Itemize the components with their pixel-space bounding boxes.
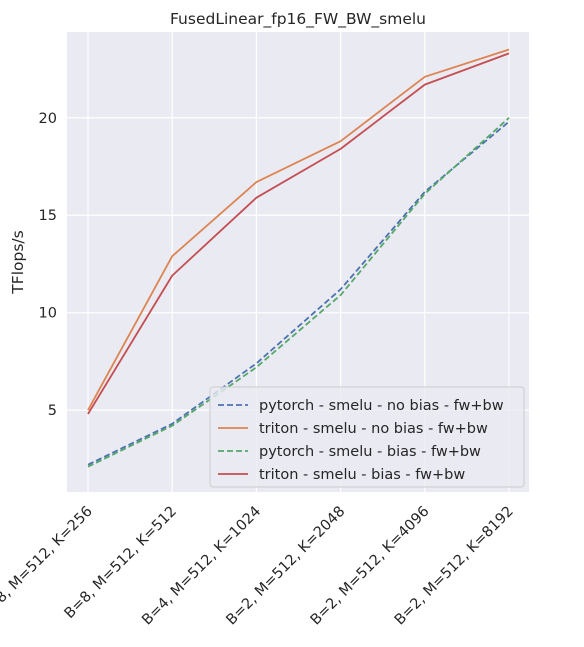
y-tick-label: 10 xyxy=(39,306,57,322)
y-tick-label: 5 xyxy=(48,403,57,419)
legend-label: pytorch - smelu - bias - fw+bw xyxy=(259,444,481,460)
legend-box xyxy=(209,386,525,488)
legend: pytorch - smelu - no bias - fw+bw triton … xyxy=(209,386,525,488)
series-line-1 xyxy=(87,121,510,466)
y-tick-label: 15 xyxy=(39,208,57,224)
series-lines xyxy=(87,48,510,468)
y-axis-label: TFlops/s xyxy=(9,230,27,294)
series-line-4 xyxy=(87,52,510,415)
legend-label: pytorch - smelu - no bias - fw+bw xyxy=(259,398,504,414)
legend-label: triton - smelu - bias - fw+bw xyxy=(259,467,465,483)
y-tick-labels: 5 10 15 20 xyxy=(39,111,57,419)
series-line-2 xyxy=(87,48,510,411)
chart-title: FusedLinear_fp16_FW_BW_smelu xyxy=(170,10,426,29)
legend-label: triton - smelu - no bias - fw+bw xyxy=(259,421,488,437)
y-tick-label: 20 xyxy=(39,111,57,127)
